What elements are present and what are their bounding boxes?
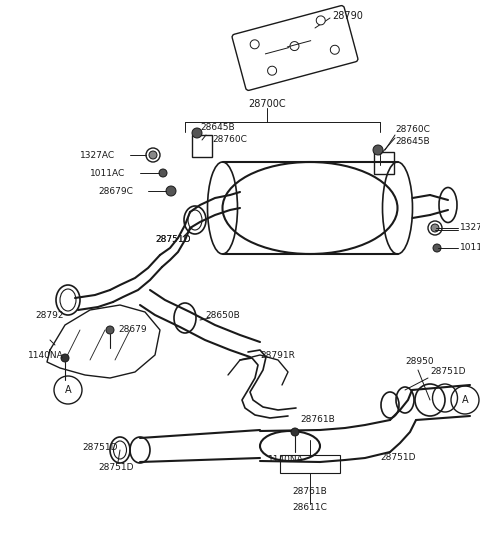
Circle shape — [373, 145, 383, 155]
Text: 28760C: 28760C — [212, 136, 247, 145]
Text: 28950: 28950 — [405, 357, 433, 366]
Ellipse shape — [267, 66, 276, 75]
Text: 1327AC: 1327AC — [460, 223, 480, 232]
Bar — [374, 152, 394, 174]
Text: 1011AC: 1011AC — [460, 244, 480, 252]
Text: 28645B: 28645B — [200, 124, 235, 132]
Text: 28751D: 28751D — [155, 236, 191, 244]
Ellipse shape — [330, 45, 339, 54]
Text: 28645B: 28645B — [395, 138, 430, 146]
Text: 28751D: 28751D — [98, 464, 133, 472]
Circle shape — [159, 169, 167, 177]
Text: 28751D: 28751D — [380, 454, 416, 463]
Text: 28679C: 28679C — [98, 187, 133, 195]
Text: 28700C: 28700C — [248, 99, 286, 109]
Ellipse shape — [250, 40, 259, 49]
Bar — [280, 455, 340, 473]
Text: 1327AC: 1327AC — [80, 151, 115, 159]
Circle shape — [61, 354, 69, 362]
Text: 28760C: 28760C — [395, 125, 430, 134]
Circle shape — [192, 128, 202, 138]
Text: 28650B: 28650B — [205, 312, 240, 321]
Text: 1140NA: 1140NA — [268, 456, 304, 464]
Text: 1140NA: 1140NA — [28, 350, 64, 359]
FancyBboxPatch shape — [232, 5, 358, 90]
Ellipse shape — [290, 41, 299, 51]
Circle shape — [433, 244, 441, 252]
Text: 1011AC: 1011AC — [90, 168, 125, 178]
Circle shape — [291, 428, 299, 436]
Text: 28792: 28792 — [35, 310, 63, 320]
Text: 28611C: 28611C — [293, 504, 327, 513]
Text: 28751D: 28751D — [155, 236, 191, 244]
Circle shape — [106, 326, 114, 334]
Text: 28679: 28679 — [118, 325, 146, 335]
Text: 28751D: 28751D — [82, 443, 118, 452]
Circle shape — [166, 186, 176, 196]
Bar — [192, 135, 212, 157]
Text: 28791R: 28791R — [260, 351, 295, 360]
Text: 28761B: 28761B — [300, 415, 336, 424]
Circle shape — [431, 224, 439, 232]
Text: A: A — [462, 395, 468, 405]
Text: 28751D: 28751D — [430, 367, 466, 377]
Ellipse shape — [316, 16, 325, 25]
Text: 28761B: 28761B — [293, 487, 327, 497]
Text: 28790: 28790 — [332, 11, 363, 21]
Circle shape — [149, 151, 157, 159]
Text: A: A — [65, 385, 72, 395]
